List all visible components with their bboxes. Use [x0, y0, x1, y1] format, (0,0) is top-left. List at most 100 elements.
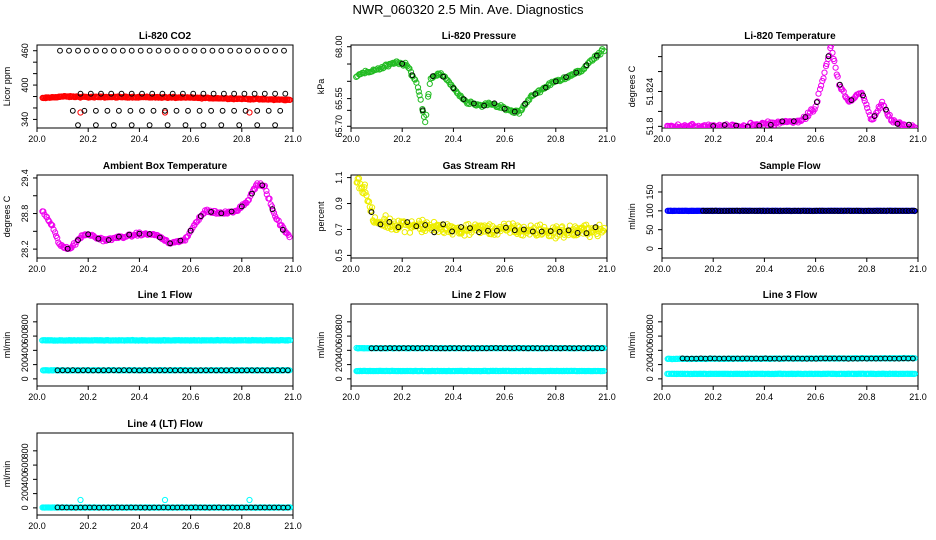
- data-point: [597, 51, 604, 58]
- data-point: [182, 122, 189, 128]
- data-point: [150, 107, 157, 114]
- data-point: [841, 207, 848, 214]
- panel-title: Line 3 Flow: [763, 290, 818, 301]
- x-tick-label: 21.0: [284, 521, 302, 531]
- y-axis-label: ml/min: [2, 332, 12, 359]
- data-point: [84, 47, 90, 54]
- x-tick-label: 20.0: [342, 264, 360, 274]
- data-point: [169, 90, 176, 97]
- data-point: [219, 107, 226, 114]
- data-point: [406, 229, 414, 236]
- data-point: [93, 122, 99, 128]
- data-point: [119, 47, 126, 54]
- data-point: [414, 84, 422, 91]
- x-tick-label: 20.0: [28, 521, 46, 531]
- data-point: [467, 225, 473, 232]
- x-tick-label: 20.2: [79, 392, 97, 402]
- data-point: [556, 228, 563, 235]
- data-point: [712, 207, 719, 214]
- data-point: [865, 108, 872, 115]
- plot-points: [39, 496, 293, 511]
- x-tick-label: 20.8: [547, 392, 565, 402]
- data-point: [272, 47, 279, 54]
- data-point: [832, 64, 839, 71]
- y-axis-label: ml/min: [627, 203, 637, 230]
- x-tick-label: 20.2: [704, 392, 722, 402]
- figure-title: NWR_060320 2.5 Min. Ave. Diagnostics: [353, 2, 584, 17]
- data-point: [116, 233, 122, 240]
- data-point: [146, 231, 153, 237]
- data-point: [693, 124, 700, 128]
- data-point: [146, 47, 153, 54]
- data-point: [286, 367, 293, 374]
- data-point: [542, 84, 549, 91]
- data-point: [281, 47, 287, 54]
- data-point: [825, 53, 832, 60]
- data-point: [721, 122, 728, 128]
- data-point: [200, 90, 207, 97]
- data-point: [583, 62, 590, 69]
- data-point: [409, 72, 416, 79]
- data-point: [481, 102, 488, 109]
- data-point: [744, 123, 751, 128]
- data-point: [197, 213, 204, 220]
- y-tick-label: 150: [645, 184, 655, 199]
- x-tick-label: 20.0: [28, 134, 46, 144]
- data-point: [128, 47, 135, 54]
- data-point: [164, 122, 171, 128]
- data-point: [736, 207, 743, 214]
- data-point: [221, 90, 227, 97]
- data-point: [835, 208, 841, 214]
- data-point: [254, 47, 261, 54]
- data-point: [422, 222, 429, 228]
- data-point: [776, 208, 783, 214]
- data-point: [218, 47, 225, 54]
- data-point: [149, 90, 156, 97]
- data-point: [860, 92, 866, 99]
- panel-title: Line 2 Flow: [452, 290, 507, 301]
- data-point: [583, 230, 590, 237]
- data-point: [270, 209, 278, 217]
- y-tick-label: 800: [334, 314, 344, 329]
- data-point: [786, 208, 792, 214]
- data-point: [680, 123, 687, 128]
- y-tick-label: 200: [645, 357, 655, 372]
- y-tick-label: 51.8: [645, 118, 655, 136]
- data-point: [52, 229, 59, 236]
- data-point: [110, 122, 117, 128]
- data-point: [865, 207, 872, 214]
- data-point: [573, 69, 580, 76]
- data-point: [242, 107, 249, 114]
- data-point: [911, 370, 918, 377]
- data-point: [813, 207, 820, 214]
- x-tick-label: 20.0: [653, 264, 671, 274]
- data-point: [269, 206, 276, 213]
- data-point: [847, 208, 854, 214]
- data-point: [600, 367, 607, 375]
- plot-frame: [36, 174, 294, 259]
- data-point: [743, 208, 749, 214]
- data-point: [157, 234, 163, 241]
- x-tick-label: 20.2: [393, 134, 411, 144]
- data-point: [746, 208, 752, 214]
- data-point: [883, 106, 889, 113]
- data-point: [458, 224, 465, 230]
- plot-frame: [661, 174, 919, 259]
- data-point: [909, 122, 916, 128]
- data-point: [790, 118, 797, 124]
- x-tick-label: 21.0: [598, 392, 616, 402]
- data-point: [909, 207, 915, 214]
- x-tick-label: 20.4: [131, 134, 149, 144]
- data-point: [875, 208, 881, 214]
- data-point: [231, 90, 238, 97]
- data-point: [703, 208, 709, 214]
- data-point: [161, 496, 169, 504]
- data-point: [902, 207, 909, 214]
- data-point: [210, 90, 217, 97]
- data-point: [848, 97, 855, 103]
- data-point: [263, 191, 270, 198]
- data-point: [827, 45, 835, 49]
- data-point: [511, 227, 518, 234]
- data-point: [779, 207, 786, 214]
- data-point: [878, 207, 884, 214]
